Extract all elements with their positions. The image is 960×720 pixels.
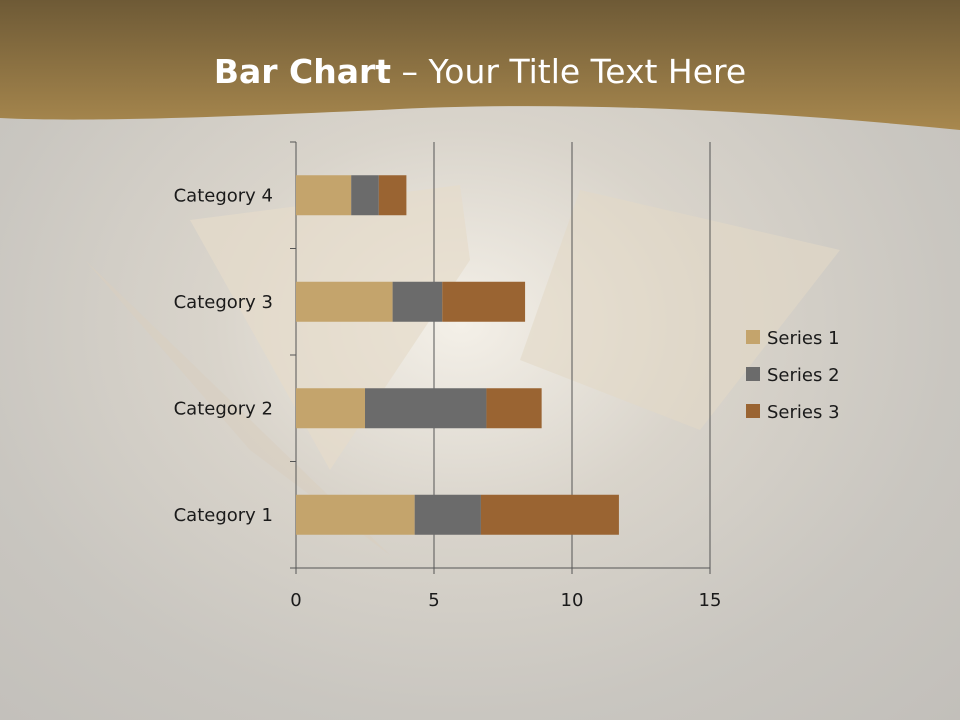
bar-3-1 <box>480 494 619 535</box>
category-label: Category 3 <box>174 292 273 313</box>
bar-2-4 <box>351 175 379 216</box>
category-label: Category 1 <box>174 505 273 526</box>
category-label: Category 2 <box>174 398 273 419</box>
bar-1-3 <box>296 281 393 322</box>
bar-1-2 <box>296 388 365 429</box>
title-rest: – Your Title Text Here <box>391 52 747 91</box>
bar-1-1 <box>296 494 415 535</box>
title-bold: Bar Chart <box>213 52 392 91</box>
legend-label: Series 2 <box>767 365 840 386</box>
bar-3-2 <box>486 388 542 429</box>
legend-label: Series 1 <box>767 328 840 349</box>
bar-2-1 <box>414 494 481 535</box>
bar-3-3 <box>442 281 526 322</box>
x-tick-label: 10 <box>561 590 584 611</box>
x-tick-label: 15 <box>699 590 722 611</box>
legend-swatch <box>746 367 760 381</box>
x-tick-label: 5 <box>428 590 439 611</box>
legend-label: Series 3 <box>767 402 840 423</box>
legend-swatch <box>746 404 760 418</box>
slide-title: Bar Chart – Your Title Text Here <box>0 52 960 91</box>
bar-3-4 <box>378 175 407 216</box>
legend-swatch <box>746 330 760 344</box>
category-label: Category 4 <box>174 185 273 206</box>
bar-2-3 <box>392 281 443 322</box>
header-band <box>0 0 960 130</box>
bar-1-4 <box>296 175 352 216</box>
bar-2-2 <box>365 388 487 429</box>
x-tick-label: 0 <box>290 590 301 611</box>
